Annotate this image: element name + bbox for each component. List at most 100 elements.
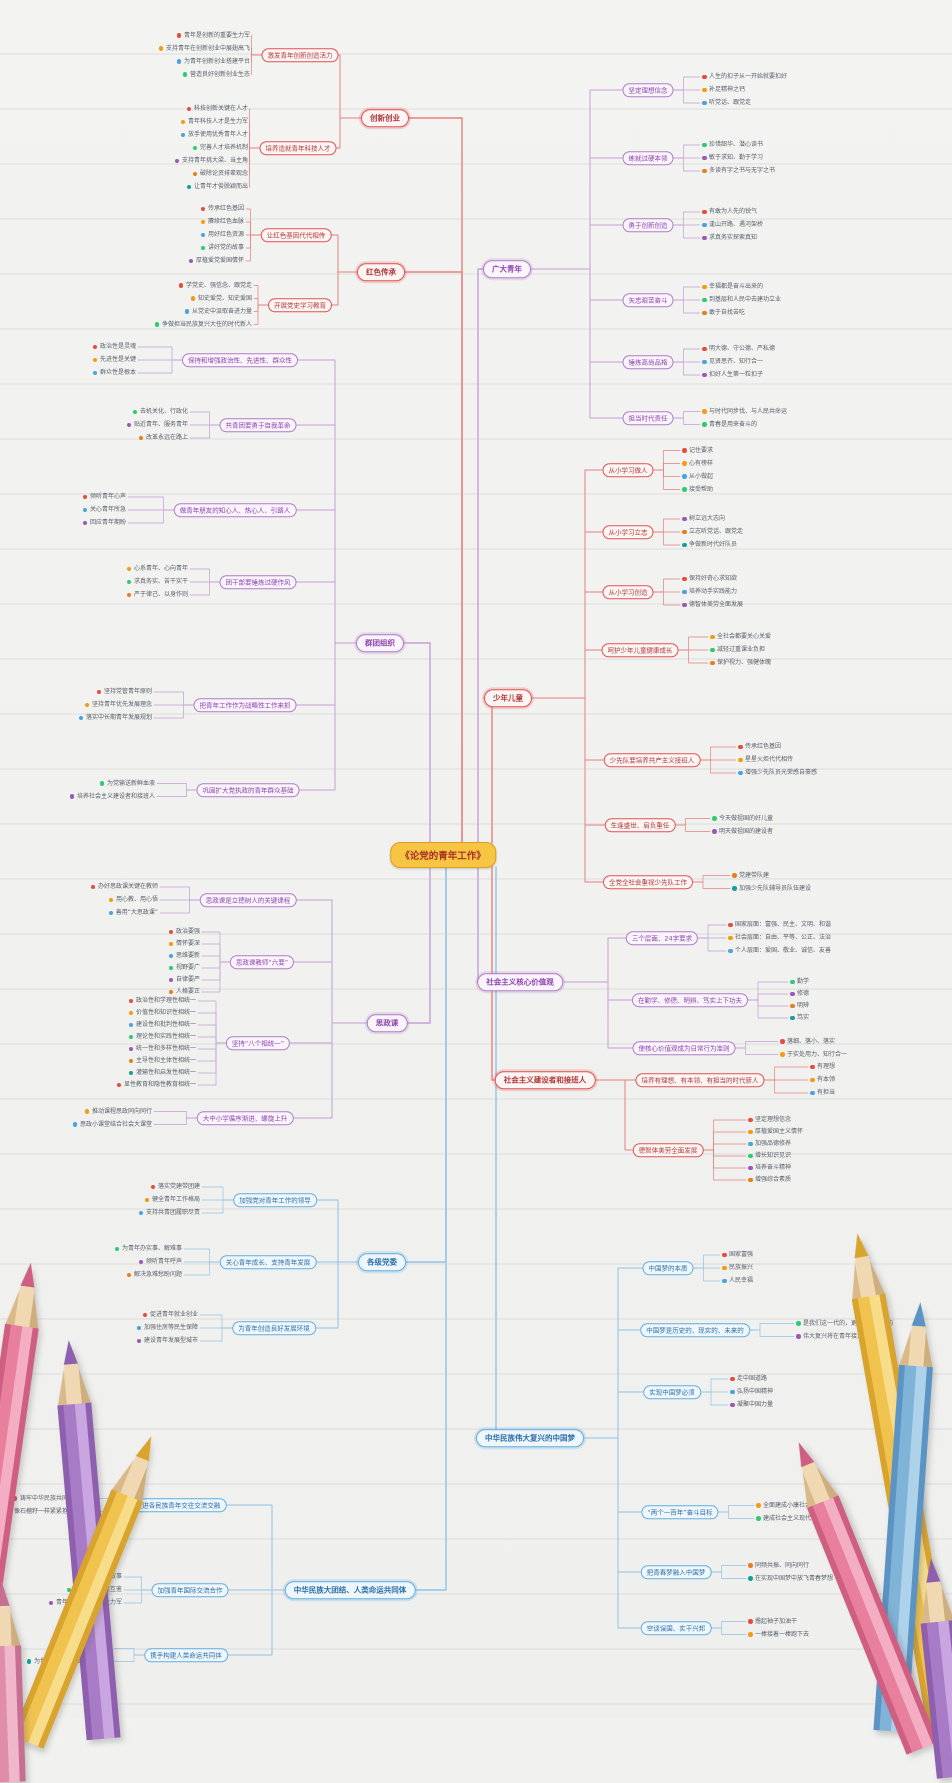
leaf-label: 铸牢中华民族共同体意识 (19, 1494, 86, 1502)
leaf-label: 为党输送新鲜血液 (106, 779, 155, 787)
bullet-dot-icon (810, 1090, 815, 1096)
bullet-dot-icon (114, 1246, 120, 1252)
bullet-dot-icon (126, 592, 132, 598)
connector-path (711, 1571, 747, 1579)
bullet-dot-icon (810, 1077, 815, 1083)
leaf-label: 情怀要深 (175, 940, 200, 947)
connector-path (673, 157, 701, 172)
connector-path (296, 424, 357, 644)
bullet-dot-icon (90, 884, 96, 890)
connector-path (189, 568, 220, 583)
leaf-item: 求真务实、苦干实干 (126, 579, 188, 585)
bullet-dot-icon (730, 1376, 735, 1382)
leaf-item: 记住要求 (682, 447, 713, 454)
sub-node: 培养有理想、有本领、有担当的时代新人 (635, 1073, 765, 1087)
connector-path (673, 89, 701, 104)
leaf-label: 全面建成小康社会 (763, 1501, 812, 1509)
leaf-label: 政治性是灵魂 (99, 343, 136, 350)
connector-path (718, 1505, 755, 1513)
connector-path (477, 268, 484, 844)
leaf-label: 落细、落小、落实 (787, 1037, 836, 1045)
leaf-item: 主导性和主体性相统一 (128, 1058, 196, 1064)
bullet-dot-icon (26, 1659, 32, 1664)
connector-path (315, 1261, 359, 1329)
leaf-label: 增强少先队员光荣感自豪感 (745, 769, 818, 776)
bullet-dot-icon (92, 344, 98, 350)
connector-path (249, 134, 260, 149)
leaf-label: 营造良好创新创业生态 (189, 70, 250, 78)
bullet-dot-icon (780, 1052, 785, 1057)
leaf-item: 全社会都要关心关爱 (710, 634, 771, 640)
branch-node: 思政课 (366, 1014, 408, 1032)
leaf-label: 人格要正 (175, 988, 200, 995)
branch-node: 中华民族大团结、人类命运共同体 (284, 1581, 416, 1599)
connector-path (562, 937, 627, 983)
leaf-label: 思维要新 (175, 952, 200, 959)
connector-path (700, 746, 737, 761)
connector-path (693, 1254, 721, 1269)
leaf-label: 有敢为人先的锐气 (709, 208, 758, 215)
bullet-dot-icon (176, 59, 182, 64)
bullet-dot-icon (702, 168, 707, 174)
leaf-item: 星星火炬代代相传 (738, 757, 793, 763)
leaf-label: 增强综合素质 (755, 1176, 792, 1183)
bullet-dot-icon (116, 1082, 122, 1088)
sub-node: 开展党史学习教育 (268, 298, 332, 312)
bullet-dot-icon (738, 744, 743, 750)
connector-path (197, 1012, 227, 1044)
bullet-dot-icon (796, 1321, 801, 1326)
leaf-item: 明天做祖国的建设者 (712, 828, 773, 835)
leaf-label: 德智体美劳全面发展 (689, 601, 744, 608)
bullet-dot-icon (12, 1496, 18, 1501)
connector-path (153, 704, 194, 719)
leaf-label: 善用“大思政课” (115, 909, 158, 916)
connector-path (711, 1627, 747, 1635)
leaf-item: 国家富强 (722, 1252, 753, 1258)
leaf-item: 推动课程思政同向同行 (84, 1108, 152, 1115)
leaf-item: 落细、落小、落实 (780, 1037, 836, 1045)
leaf-item: 补足精神之钙 (702, 87, 745, 93)
bullet-dot-icon (180, 132, 186, 138)
connector-path (296, 581, 357, 644)
bullet-dot-icon (126, 422, 132, 428)
leaf-item: 培养奋斗精神 (748, 1165, 791, 1171)
bullet-dot-icon (126, 579, 132, 585)
leaf-label: 倾听青年心声 (89, 493, 126, 500)
leaf-item: 落实中长期青年发展规划 (78, 715, 152, 721)
bullet-dot-icon (790, 1003, 795, 1009)
leaf-label: 全社会都要关心关爱 (717, 633, 772, 640)
leaf-label: 讲好党的故事 (207, 244, 244, 251)
connector-path (293, 1022, 367, 1119)
bullet-dot-icon (108, 897, 114, 903)
branch-node: 广大青年 (483, 260, 531, 278)
leaf-item: 讲好党的故事 (200, 244, 244, 251)
connector-path (673, 211, 701, 226)
leaf-item: 破除论资排辈观念 (192, 171, 248, 177)
connector-path (735, 1047, 779, 1055)
sub-node: 思政课是立德树人的关键课程 (199, 893, 297, 907)
leaf-item: 人民幸福 (722, 1278, 753, 1284)
bullet-dot-icon (702, 87, 707, 93)
bullet-dot-icon (200, 245, 206, 251)
connector-path (653, 531, 681, 546)
bullet-dot-icon (790, 979, 795, 985)
bullet-dot-icon (682, 602, 687, 608)
leaf-item: 全面建成小康社会 (756, 1501, 812, 1509)
sub-node: 保持和增强政治性、先进性、群众性 (182, 353, 298, 367)
leaf-label: 自律要严 (175, 976, 200, 983)
connector-path (583, 1437, 642, 1513)
leaf-label: 今天做祖国的好儿童 (719, 814, 774, 822)
leaf-item: 争做新时代好队员 (682, 542, 737, 548)
connector-path (653, 518, 681, 533)
leaf-item: 一棒接着一棒跑下去 (748, 1631, 809, 1638)
connector-path (483, 697, 493, 844)
connector-path (297, 359, 357, 644)
leaf-item: 走中国道路 (730, 1376, 767, 1382)
leaf-item: 人格要正 (168, 988, 200, 995)
connector-path (201, 1199, 234, 1214)
leaf-item: 为党输送新鲜血液 (99, 779, 155, 787)
leaf-item: 政治性是灵魂 (92, 343, 136, 350)
leaf-item: 理论性和实践性相统一 (128, 1034, 196, 1040)
bullet-dot-icon (722, 1265, 727, 1271)
leaf-item: 凝聚中国力量 (730, 1402, 773, 1408)
